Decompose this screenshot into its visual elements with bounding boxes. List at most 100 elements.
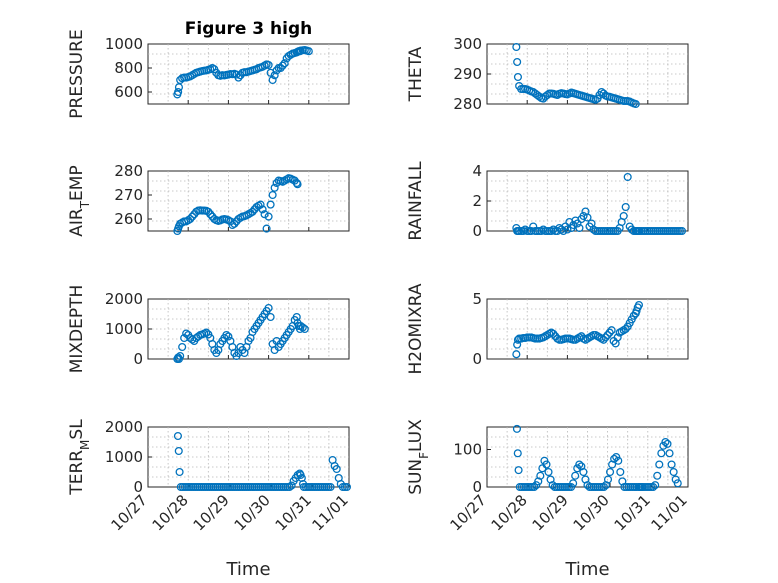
y-tick-label: 280 — [114, 162, 143, 180]
data-point — [326, 482, 335, 492]
data-point — [512, 424, 521, 433]
data-point — [536, 471, 545, 480]
data-point — [266, 200, 275, 209]
data-point — [514, 466, 523, 475]
data-point — [222, 330, 231, 340]
data-point — [512, 350, 521, 359]
subplot-rainfall: 0 2 4 RAINFALL — [406, 161, 689, 241]
data-point — [605, 328, 614, 337]
data-point — [655, 460, 664, 469]
data-point — [603, 330, 612, 340]
data-point — [264, 60, 273, 70]
y-tick-label: 0 — [133, 478, 143, 496]
data-point — [293, 180, 302, 189]
y-tick-label: 280 — [453, 95, 482, 113]
data-point — [176, 351, 185, 361]
y-tick-label: 290 — [453, 65, 482, 83]
data-point — [530, 482, 539, 492]
x-tick-label: 10/28 — [149, 491, 192, 534]
y-tick-label: 0 — [133, 350, 143, 368]
data-point — [529, 222, 538, 231]
data-point — [256, 200, 265, 209]
data-point — [298, 323, 307, 332]
figure-title: Figure 3 high — [185, 19, 313, 39]
data-point — [262, 224, 271, 233]
data-point — [292, 312, 301, 322]
y-tick-label: 0 — [472, 222, 482, 240]
subplot-theta: 280 290 300 THETA — [406, 35, 689, 113]
x-tick-label: 10/27 — [447, 491, 490, 534]
data-point — [579, 467, 588, 477]
data-point — [513, 72, 523, 82]
data-point — [272, 66, 281, 75]
y-axis-label-pressure: PRESSURE — [67, 29, 87, 118]
data-point — [258, 205, 267, 214]
data-point — [559, 226, 568, 236]
data-point — [599, 482, 608, 492]
data-point — [669, 467, 678, 477]
y-axis-label-air-temp: AIRTEMP — [67, 165, 92, 236]
y-axis-label-sun-flux: SUNFLUX — [406, 419, 431, 495]
y-tick-label: 2000 — [105, 418, 143, 436]
data-point — [264, 212, 273, 221]
data-point — [513, 57, 522, 67]
data-point — [300, 324, 309, 334]
y-tick-label: 1000 — [105, 448, 143, 466]
x-tick-label: 11/01 — [648, 491, 691, 534]
data-point — [270, 71, 279, 80]
subplot-air-temp: 260 270 280 AIRTEMP — [67, 162, 350, 237]
data-point — [174, 446, 183, 456]
data-point — [621, 202, 630, 212]
data-point — [280, 59, 289, 68]
y-axis-label-terr-msl: TERRMSL — [67, 419, 92, 496]
data-point — [547, 226, 556, 236]
data-point — [619, 211, 628, 221]
y-tick-label: 0 — [472, 350, 482, 368]
data-point — [634, 300, 644, 310]
data-point — [677, 226, 687, 236]
data-point — [569, 479, 578, 488]
data-point — [260, 210, 269, 219]
data-point — [188, 212, 197, 221]
y-tick-label: 1000 — [105, 320, 143, 338]
x-axis-label: Time — [225, 559, 270, 580]
data-point — [268, 75, 277, 85]
data-point — [268, 190, 277, 200]
data-point — [575, 223, 584, 233]
data-point — [623, 172, 632, 182]
data-point — [571, 471, 580, 480]
data-point — [614, 456, 623, 465]
x-tick-label: 10/30 — [570, 491, 613, 534]
subplot-h2omixra: 0 5 H2OMIXRA — [406, 283, 689, 375]
data-point — [535, 92, 544, 101]
y-tick-label: 600 — [114, 83, 143, 101]
data-point — [631, 99, 640, 109]
data-point — [230, 219, 239, 228]
y-tick-label: 300 — [453, 35, 482, 53]
y-axis-label-theta: THETA — [406, 46, 426, 102]
data-point — [663, 439, 672, 448]
x-tick-label: 10/29 — [529, 491, 572, 534]
data-point — [549, 329, 558, 338]
data-point — [673, 479, 682, 488]
data-point — [665, 449, 674, 458]
data-point — [616, 467, 625, 477]
data-point — [224, 332, 233, 341]
x-tick-label: 10/31 — [272, 491, 315, 534]
data-point — [248, 207, 257, 216]
data-point — [285, 482, 294, 492]
x-tick-label: 11/01 — [309, 491, 352, 534]
data-point — [661, 437, 670, 447]
data-point — [178, 342, 187, 352]
data-point — [174, 87, 183, 97]
x-axis-label: Time — [564, 559, 609, 580]
y-tick-label: 270 — [114, 186, 143, 204]
data-point — [332, 464, 341, 474]
data-point — [579, 211, 588, 221]
data-point — [204, 207, 213, 216]
data-point — [182, 329, 191, 338]
y-tick-label: 0 — [472, 478, 482, 496]
data-point — [610, 454, 619, 463]
